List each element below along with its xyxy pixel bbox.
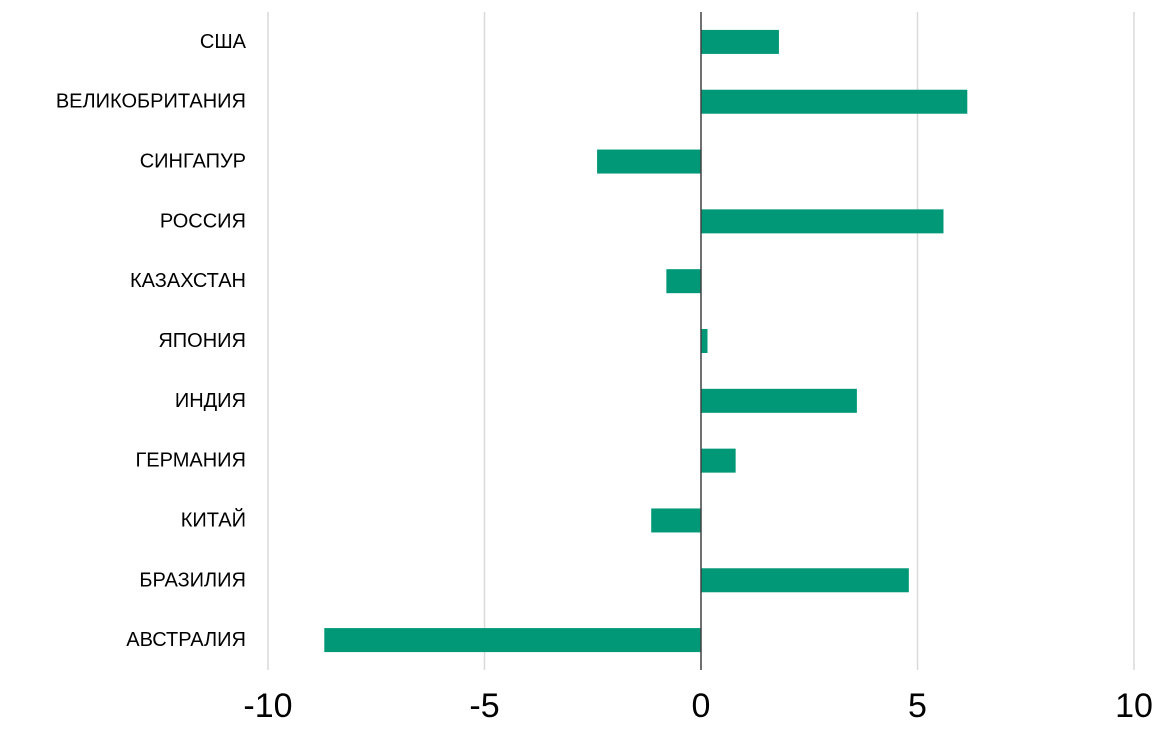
x-tick-label: -5 [469,687,499,725]
category-label: США [200,31,247,53]
bar [701,209,944,234]
category-labels: США ВЕЛИКОБРИТАНИЯ СИНГАПУР РОССИЯ КАЗАХСТАН… [56,31,247,651]
category-label: РОССИЯ [160,210,246,232]
category-label: АВСТРАЛИЯ [126,629,246,651]
x-tick-label: -10 [243,687,292,725]
category-label: КИТАЙ [181,507,246,531]
bars [324,29,968,653]
bar [701,89,968,114]
category-label: ВЕЛИКОБРИТАНИЯ [56,91,246,113]
bar [701,329,708,353]
bar [651,508,701,533]
category-label: ГЕРМАНИЯ [135,450,246,472]
x-tick-label: 0 [692,687,711,725]
bar [597,149,701,174]
bar [701,388,857,413]
bar [701,448,736,473]
x-tick-labels: -10 -5 0 5 10 [243,687,1152,725]
category-label: ЯПОНИЯ [158,330,246,352]
x-tick-label: 5 [908,687,927,725]
category-label: СИНГАПУР [140,151,246,173]
bar [324,628,701,653]
category-label: КАЗАХСТАН [130,270,246,292]
x-tick-label: 10 [1115,687,1153,725]
gridlines [267,12,1135,670]
category-label: БРАЗИЛИЯ [139,569,246,591]
category-label: ИНДИЯ [175,390,246,412]
bar [701,29,779,54]
bar [666,269,701,294]
bar [701,568,909,593]
